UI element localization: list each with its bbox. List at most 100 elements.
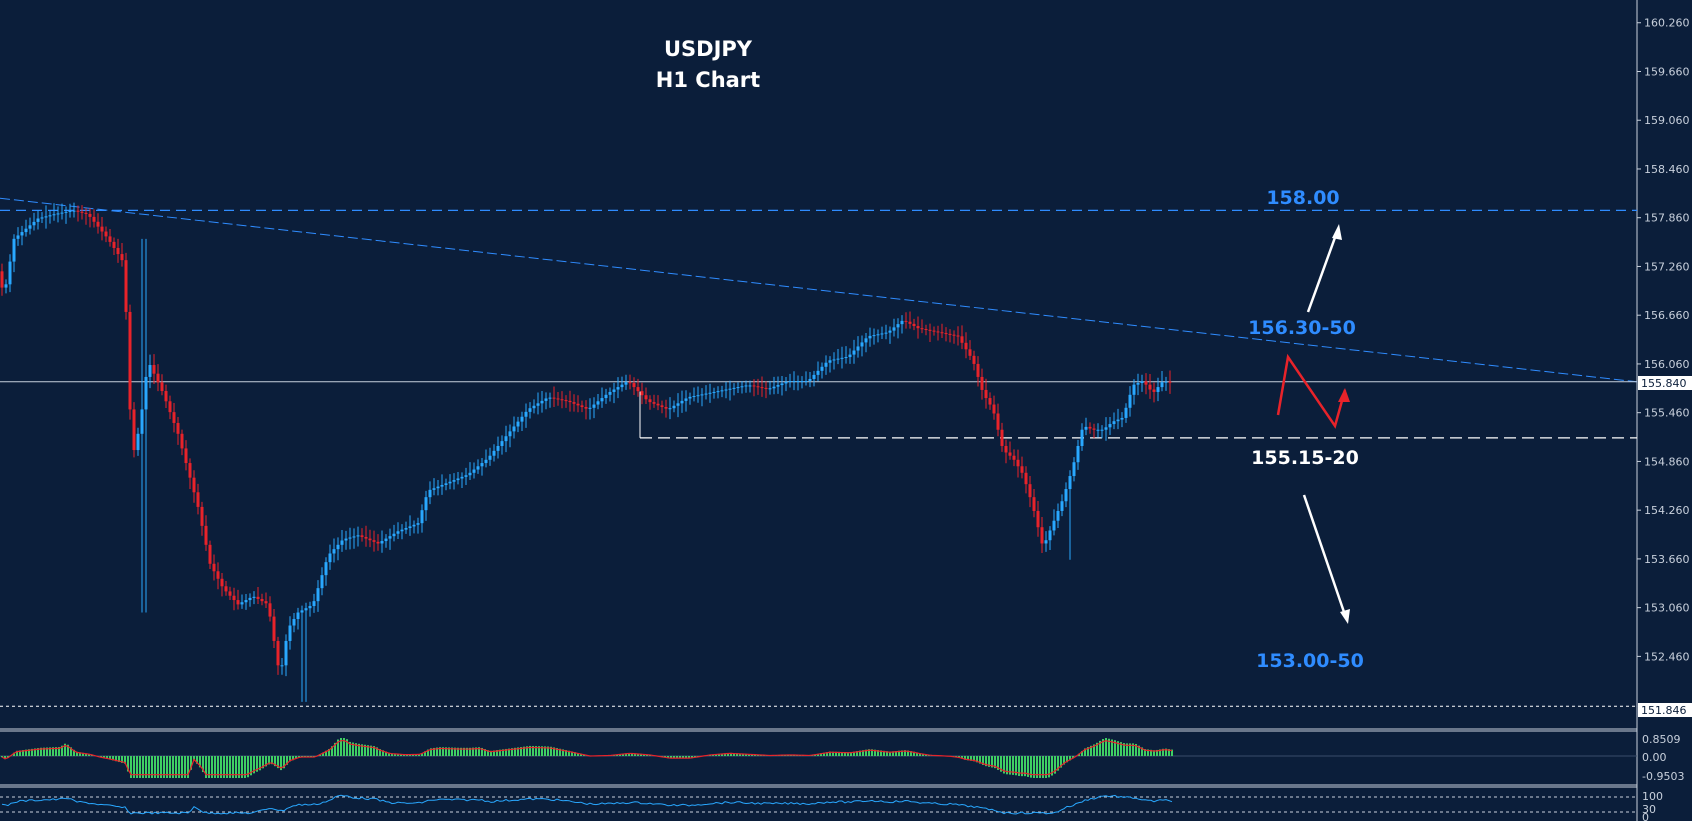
red-projection-path [1276, 353, 1347, 429]
candle-body-97 [388, 536, 392, 539]
candle-186 [744, 380, 748, 393]
candle-body-141 [564, 400, 568, 402]
candle-body-107 [428, 489, 432, 498]
candle-255 [1020, 456, 1024, 479]
candle-19 [76, 205, 80, 222]
candle-body-260 [1040, 527, 1044, 544]
candle-206 [824, 355, 828, 375]
candle-118 [472, 462, 476, 479]
candle-108 [432, 478, 436, 496]
price-tick-label-4: 157.860 [1644, 212, 1690, 225]
candle-110 [440, 474, 444, 495]
candle-36 [144, 238, 148, 613]
candle-body-179 [716, 391, 720, 393]
candle-body-94 [376, 541, 380, 544]
candle-body-194 [776, 385, 780, 387]
candle-203 [812, 370, 816, 387]
candle-181 [724, 381, 728, 399]
candle-173 [692, 387, 696, 402]
candle-body-72 [288, 625, 292, 641]
chart-subtitle: H1 Chart [656, 68, 760, 92]
candle-202 [808, 371, 812, 388]
candle-body-216 [864, 338, 868, 343]
candle-body-202 [808, 378, 812, 381]
candle-8 [32, 212, 36, 231]
candle-body-124 [496, 445, 500, 451]
candle-215 [860, 335, 864, 357]
candle-body-188 [752, 385, 756, 387]
candle-body-230 [920, 328, 924, 330]
candle-body-31 [124, 260, 128, 312]
candle-204 [816, 361, 820, 382]
candle-210 [840, 346, 844, 369]
candle-body-56 [224, 586, 228, 592]
candle-229 [916, 316, 920, 339]
candle-body-271 [1084, 426, 1088, 430]
candle-body-132 [528, 408, 532, 412]
candle-111 [444, 478, 448, 491]
candle-4 [16, 227, 20, 246]
candle-153 [612, 382, 616, 404]
candle-233 [932, 326, 936, 336]
candle-body-242 [968, 349, 972, 356]
candle-body-58 [232, 595, 236, 601]
candle-225 [900, 315, 904, 334]
candle-61 [244, 593, 248, 610]
candle-body-175 [700, 394, 704, 396]
candle-226 [904, 312, 908, 329]
candle-body-79 [316, 588, 320, 602]
candle-104 [416, 517, 420, 534]
candle-171 [684, 390, 688, 412]
candle-160 [640, 382, 644, 405]
candle-16 [64, 206, 68, 224]
candle-body-233 [932, 330, 936, 332]
candle-34 [136, 427, 140, 456]
candle-body-283 [1132, 384, 1136, 395]
candle-144 [576, 395, 580, 413]
candle-body-32 [128, 311, 132, 410]
candle-body-180 [720, 390, 724, 392]
candle-body-288 [1152, 389, 1156, 392]
candle-body-231 [924, 329, 928, 331]
candle-body-38 [152, 365, 156, 374]
candle-187 [748, 380, 752, 393]
macd-tick-high: 0.8509 [1642, 733, 1681, 746]
candle-178 [712, 387, 716, 399]
candle-body-273 [1092, 428, 1096, 430]
candle-body-3 [12, 238, 16, 262]
candle-14 [56, 206, 60, 223]
candle-body-29 [116, 247, 120, 255]
candle-body-229 [916, 326, 920, 329]
candle-39 [156, 364, 160, 392]
candle-97 [388, 528, 392, 550]
candle-body-6 [24, 228, 28, 233]
candle-138 [552, 386, 556, 407]
candle-body-166 [664, 406, 668, 409]
candle-43 [172, 403, 176, 433]
candle-body-118 [472, 469, 476, 473]
candle-227 [908, 311, 912, 329]
candle-body-99 [396, 531, 400, 534]
candle-60 [240, 594, 244, 609]
candle-237 [948, 329, 952, 343]
candle-body-153 [612, 389, 616, 392]
candle-body-187 [748, 385, 752, 387]
candle-10 [40, 212, 44, 223]
candle-228 [912, 318, 916, 331]
candle-92 [368, 529, 372, 548]
candle-42 [168, 395, 172, 420]
candle-158 [632, 377, 636, 395]
candle-body-279 [1116, 419, 1120, 422]
candle-body-80 [320, 575, 324, 589]
candle-body-127 [508, 431, 512, 437]
candle-239 [956, 326, 960, 346]
candle-body-85 [340, 540, 344, 545]
candle-69 [276, 636, 280, 675]
candle-body-254 [1016, 459, 1020, 467]
candle-body-119 [476, 466, 480, 470]
candle-body-227 [908, 321, 912, 324]
candle-77 [308, 601, 312, 617]
candle-body-224 [896, 324, 900, 328]
candle-105 [420, 504, 424, 533]
candle-body-48 [192, 477, 196, 493]
